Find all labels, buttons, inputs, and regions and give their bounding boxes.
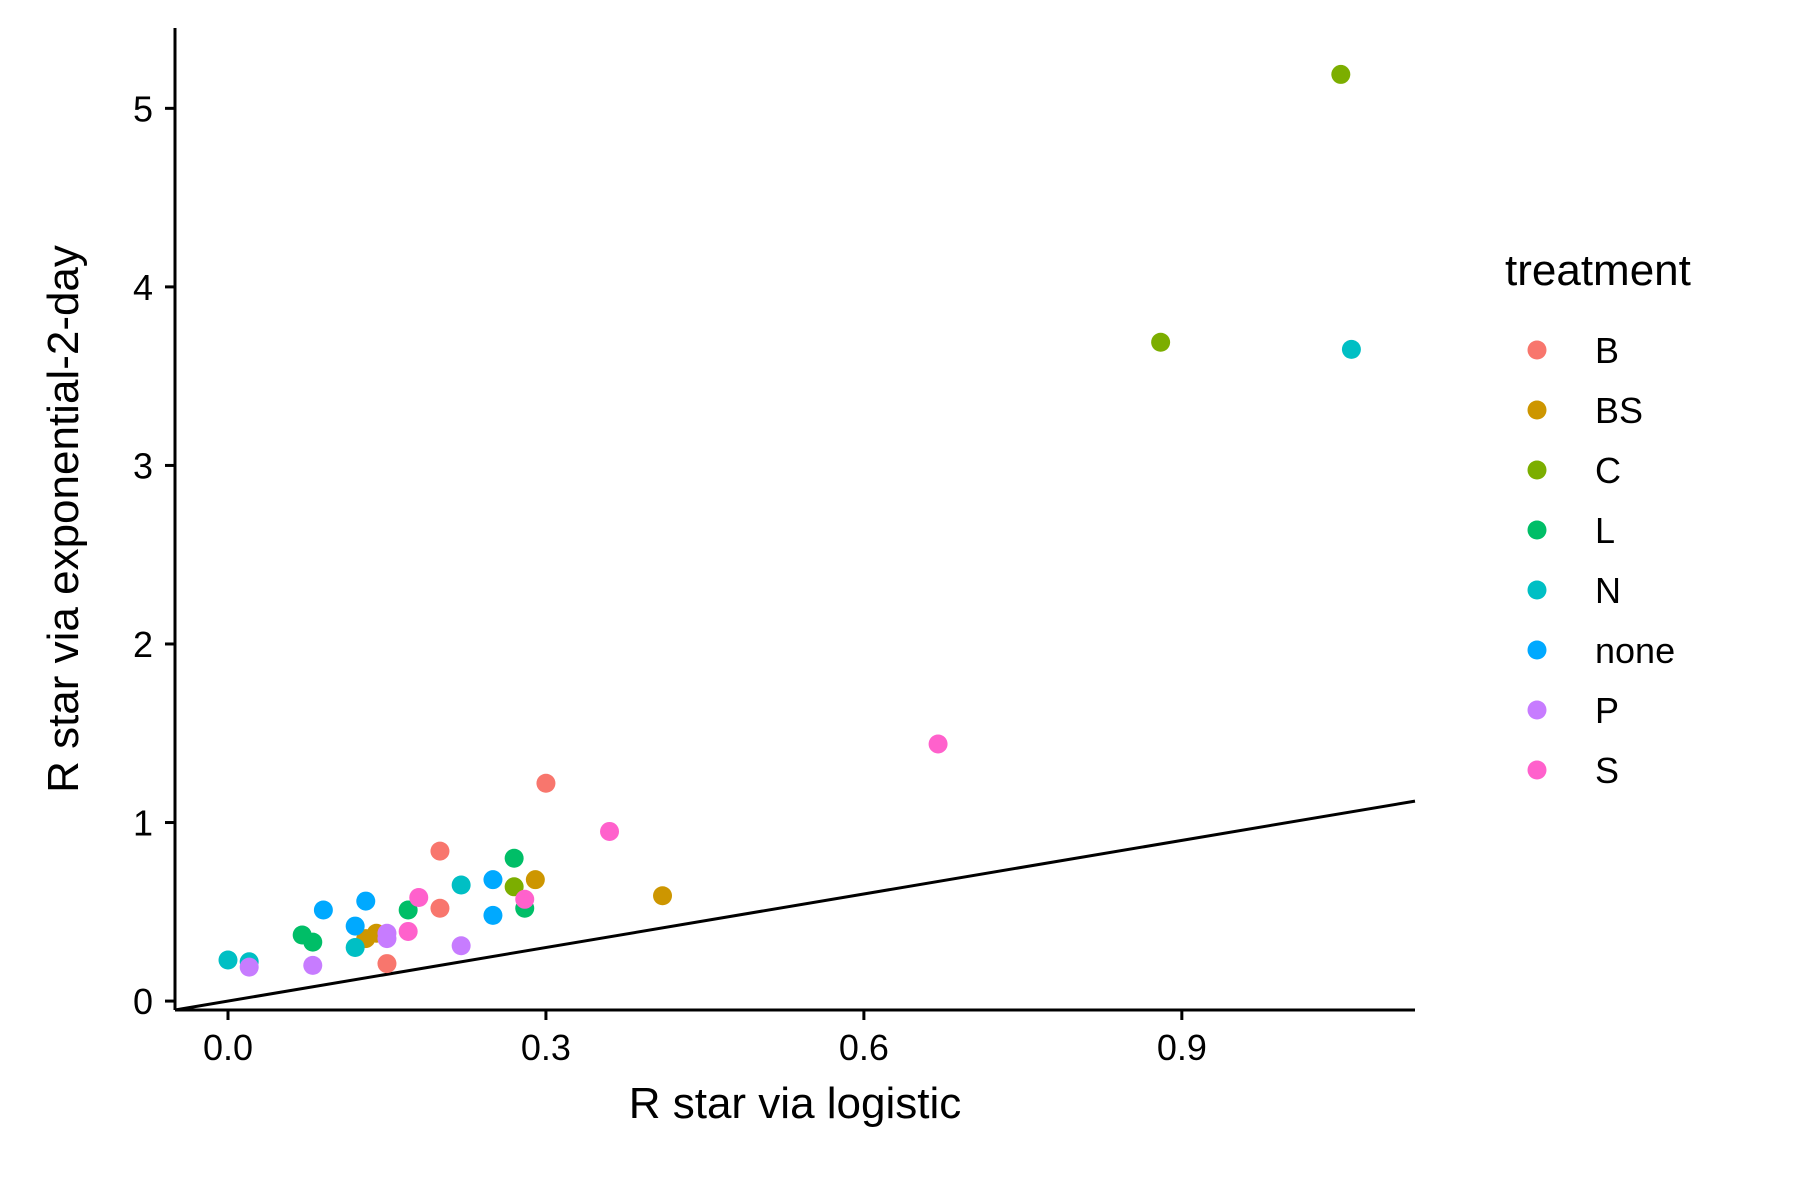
legend-key-s [1527,760,1547,780]
plot-area [174,64,1416,1012]
legend-key-c [1527,460,1547,480]
data-point-s [928,734,948,754]
data-point-b [536,773,556,793]
legend-label-none: none [1595,630,1675,671]
data-point-p [239,957,259,977]
data-point-n [451,875,471,895]
identity-reference-line [174,799,1416,1012]
data-point-n [218,950,238,970]
x-tick-label: 0.3 [521,1027,571,1068]
data-point-none [483,905,503,925]
data-point-l [303,932,323,952]
legend-title: treatment [1505,246,1691,295]
data-point-p [377,929,397,949]
data-point-s [398,921,418,941]
data-point-none [483,870,503,890]
data-point-s [515,889,535,909]
data-point-none [313,900,333,920]
data-point-p [303,955,323,975]
legend-key-p [1527,700,1547,720]
y-axis-ticks: 0 1 2 3 4 5 [133,88,175,1022]
x-tick-label: 0.0 [203,1027,253,1068]
data-point-c [1151,332,1171,352]
data-point-s [600,821,620,841]
data-point-bs [653,886,673,906]
legend-label-n: N [1595,570,1621,611]
data-point-s [409,888,429,908]
data-point-n [1341,339,1361,359]
legend-label-l: L [1595,510,1615,551]
data-points [218,64,1361,977]
legend-label-b: B [1595,330,1619,371]
legend-label-s: S [1595,750,1619,791]
y-tick-label: 1 [133,803,153,844]
x-axis-ticks: 0.0 0.3 0.6 0.9 [203,1010,1207,1068]
data-point-c [1331,64,1351,84]
data-point-none [345,916,365,936]
data-point-c [504,877,524,897]
x-tick-label: 0.9 [1157,1027,1207,1068]
data-point-bs [525,870,545,890]
data-point-n [345,938,365,958]
data-point-none [356,891,376,911]
y-tick-label: 4 [133,267,153,308]
legend-key-none [1527,640,1547,660]
data-point-b [430,841,450,861]
legend-label-c: C [1595,450,1621,491]
data-point-b [377,954,397,974]
x-axis-title: R star via logistic [629,1079,962,1128]
y-tick-label: 0 [133,981,153,1022]
y-tick-label: 2 [133,624,153,665]
data-point-l [504,848,524,868]
legend-key-b [1527,340,1547,360]
legend-key-bs [1527,400,1547,420]
y-tick-label: 5 [133,88,153,129]
x-tick-label: 0.6 [839,1027,889,1068]
y-axis-title: R star via exponential-2-day [39,245,88,793]
data-point-b [430,898,450,918]
data-point-l [398,900,418,920]
legend-label-p: P [1595,690,1619,731]
legend-key-n [1527,580,1547,600]
data-point-p [451,936,471,956]
legend-label-bs: BS [1595,390,1643,431]
legend-key-l [1527,520,1547,540]
y-tick-label: 3 [133,445,153,486]
